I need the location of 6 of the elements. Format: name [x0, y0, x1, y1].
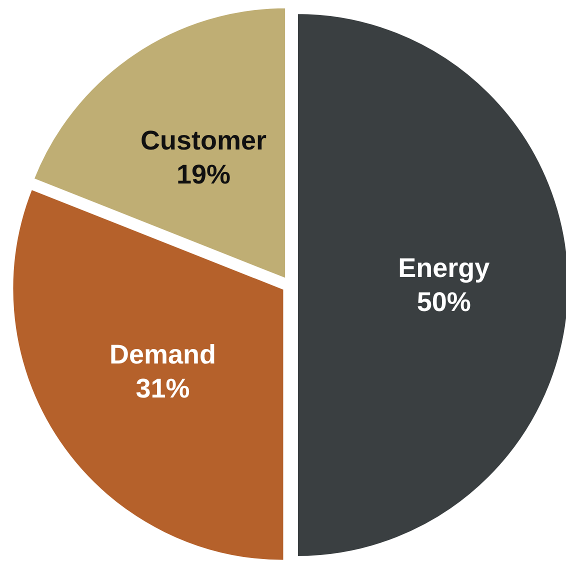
data-label: 19%	[176, 160, 231, 190]
data-label: 31%	[136, 373, 190, 404]
slice-label: Customer	[140, 126, 268, 156]
slice-label: Demand	[109, 339, 216, 370]
slice-label: Energy	[398, 253, 490, 283]
data-label: 50%	[416, 287, 471, 317]
